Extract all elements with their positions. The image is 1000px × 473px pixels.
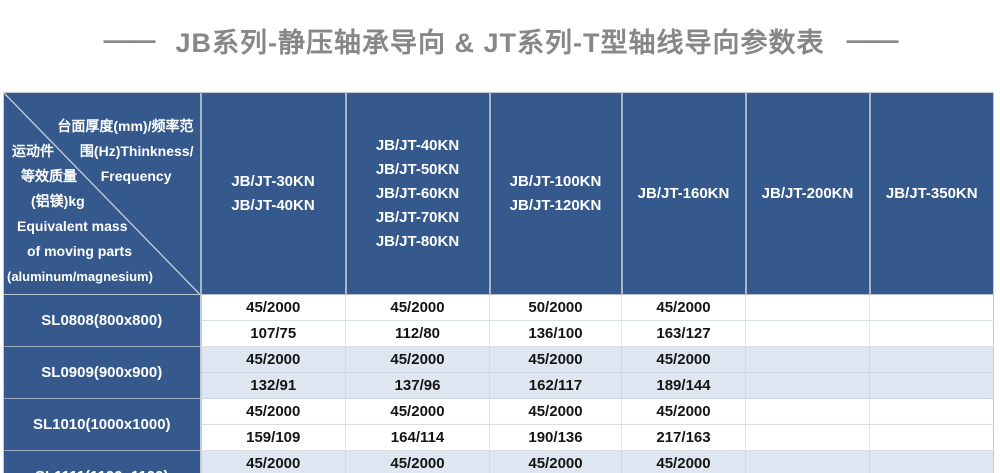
column-header-line: JB/JT-30KN <box>231 172 315 190</box>
column-header-line: JB/JT-70KN <box>375 208 460 226</box>
value-cell: 164/114 <box>345 424 490 451</box>
value-cell: 190/136 <box>489 424 622 451</box>
table-row: 107/75 112/80 136/100 163/127 <box>4 320 994 347</box>
value-cell <box>745 294 870 321</box>
diagonal-divider-line <box>4 93 200 294</box>
value-cell: 162/117 <box>489 372 622 399</box>
column-header-line: JB/JT-200KN <box>761 184 854 202</box>
value-cell: 45/2000 <box>345 450 490 473</box>
corner-label-alu-mg-kg: (铝镁)kg <box>31 193 85 209</box>
value-cell: 50/2000 <box>489 294 622 321</box>
column-header-40-80kn: JB/JT-40KN JB/JT-50KN JB/JT-60KN JB/JT-7… <box>345 92 491 295</box>
value-cell <box>869 424 994 451</box>
value-cell <box>745 372 870 399</box>
value-cell: 217/163 <box>621 424 746 451</box>
value-cell: 45/2000 <box>200 450 346 473</box>
row-label-sl1111: SL1111(1100x1100) <box>3 450 202 473</box>
column-header-line: JB/JT-120KN <box>509 196 602 214</box>
value-cell <box>869 294 994 321</box>
value-cell <box>869 398 994 425</box>
table-row: SL0909(900x900) 45/2000 45/2000 45/2000 … <box>3 346 994 399</box>
table-row: 132/91 137/96 162/117 189/144 <box>4 372 994 399</box>
value-cell: 163/127 <box>621 320 746 347</box>
table-row: SL1010(1000x1000) 45/2000 45/2000 45/200… <box>3 398 994 451</box>
value-cell <box>745 346 870 373</box>
column-header-160kn: JB/JT-160KN <box>621 92 747 295</box>
value-cell: 45/2000 <box>345 294 490 321</box>
row-label-sl1010: SL1010(1000x1000) <box>3 398 202 451</box>
value-cell: 136/100 <box>489 320 622 347</box>
value-cell: 45/2000 <box>489 346 622 373</box>
value-cell: 45/2000 <box>200 346 346 373</box>
table-row: 159/109 164/114 190/136 217/163 <box>4 424 994 451</box>
column-header-350kn: JB/JT-350KN <box>869 92 994 295</box>
value-cell <box>869 372 994 399</box>
corner-label-moving-parts-en: of moving parts <box>27 243 133 259</box>
corner-label-equiv-mass-cn: 等效质量 <box>21 168 77 184</box>
parameter-table: 台面厚度(mm)/频率范 运动件 围(Hz)Thinkness/ 等效质量 Fr… <box>3 92 994 473</box>
column-header-100-120kn: JB/JT-100KN JB/JT-120KN <box>489 92 623 295</box>
value-cell: 159/109 <box>200 424 346 451</box>
value-cell: 45/2000 <box>621 450 746 473</box>
table-row: SL0808(800x800) 45/2000 45/2000 50/2000 … <box>3 294 994 347</box>
corner-label-row3: 等效质量 Frequency <box>4 164 200 189</box>
value-cell: 189/144 <box>621 372 746 399</box>
value-cell: 107/75 <box>200 320 346 347</box>
corner-header-cell: 台面厚度(mm)/频率范 运动件 围(Hz)Thinkness/ 等效质量 Fr… <box>3 92 202 295</box>
column-header-line: JB/JT-40KN <box>231 196 315 214</box>
table-row: SL1111(1100x1100) 45/2000 45/2000 45/200… <box>3 450 994 473</box>
value-cell: 45/2000 <box>489 398 622 425</box>
value-cell <box>745 424 870 451</box>
value-cell <box>869 320 994 347</box>
column-header-line: JB/JT-60KN <box>375 184 460 202</box>
value-cell: 45/2000 <box>200 294 346 321</box>
corner-label-equivalent-mass-en: Equivalent mass <box>17 218 128 234</box>
value-cell <box>745 320 870 347</box>
corner-label-frequency-en: Frequency <box>100 168 172 184</box>
column-header-line: JB/JT-40KN <box>375 136 460 154</box>
value-cell <box>745 398 870 425</box>
value-cell: 45/2000 <box>621 294 746 321</box>
column-header-line: JB/JT-350KN <box>885 184 978 202</box>
corner-label-thickness-cn: 台面厚度(mm)/频率范 <box>57 118 194 134</box>
column-header-30-40kn: JB/JT-30KN JB/JT-40KN <box>200 92 347 295</box>
column-header-line: JB/JT-80KN <box>375 232 460 250</box>
value-cell: 137/96 <box>345 372 490 399</box>
value-cell <box>745 450 870 473</box>
column-header-200kn: JB/JT-200KN <box>745 92 871 295</box>
corner-label-aluminum-magnesium-en: (aluminum/magnesium) <box>7 269 153 284</box>
row-label-sl0909: SL0909(900x900) <box>3 346 202 399</box>
corner-label-moving-parts-cn: 运动件 <box>12 143 54 159</box>
value-cell: 45/2000 <box>345 398 490 425</box>
title-dash-right: —— <box>846 24 899 55</box>
value-cell: 45/2000 <box>489 450 622 473</box>
column-header-line: JB/JT-100KN <box>509 172 602 190</box>
value-cell: 45/2000 <box>621 346 746 373</box>
corner-label-row2: 运动件 围(Hz)Thinkness/ <box>4 139 200 164</box>
value-cell: 45/2000 <box>200 398 346 425</box>
title-text: JB系列-静压轴承导向 & JT系列-T型轴线导向参数表 <box>175 27 825 58</box>
value-cell: 45/2000 <box>345 346 490 373</box>
row-label-sl0808: SL0808(800x800) <box>3 294 202 347</box>
page-title: —— JB系列-静压轴承导向 & JT系列-T型轴线导向参数表 —— <box>0 20 1000 60</box>
title-dash-left: —— <box>103 24 156 55</box>
value-cell: 45/2000 <box>621 398 746 425</box>
corner-label-thinkness-en: 围(Hz)Thinkness/ <box>79 143 194 159</box>
table-header-row: 台面厚度(mm)/频率范 运动件 围(Hz)Thinkness/ 等效质量 Fr… <box>3 92 994 295</box>
value-cell <box>869 346 994 373</box>
column-header-line: JB/JT-50KN <box>375 160 460 178</box>
value-cell: 132/91 <box>200 372 346 399</box>
value-cell: 112/80 <box>345 320 490 347</box>
value-cell <box>869 450 994 473</box>
column-header-line: JB/JT-160KN <box>637 184 730 202</box>
